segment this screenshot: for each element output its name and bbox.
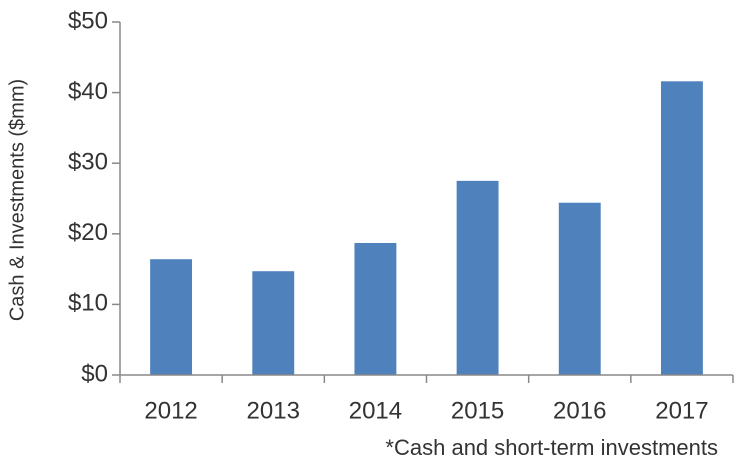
bar [252, 271, 295, 375]
y-tick-label: $50 [68, 7, 108, 34]
bar [660, 81, 703, 375]
y-tick-label: $10 [68, 290, 108, 317]
bar [150, 259, 193, 375]
y-tick-label: $30 [68, 149, 108, 176]
bar [456, 180, 499, 375]
x-tick-label: 2013 [247, 397, 300, 424]
y-axis-label: Cash & Investments ($mm) [6, 79, 28, 321]
x-tick-label: 2015 [451, 397, 504, 424]
x-tick-label: 2014 [349, 397, 402, 424]
y-tick-label: $20 [68, 219, 108, 246]
y-tick-label: $40 [68, 78, 108, 105]
x-tick-label: 2016 [553, 397, 606, 424]
y-tick-label: $0 [81, 360, 108, 387]
x-tick-label: 2012 [144, 397, 197, 424]
bar [558, 202, 601, 375]
bar [354, 242, 397, 375]
footnote: *Cash and short-term investments [385, 435, 718, 460]
x-tick-label: 2017 [655, 397, 708, 424]
